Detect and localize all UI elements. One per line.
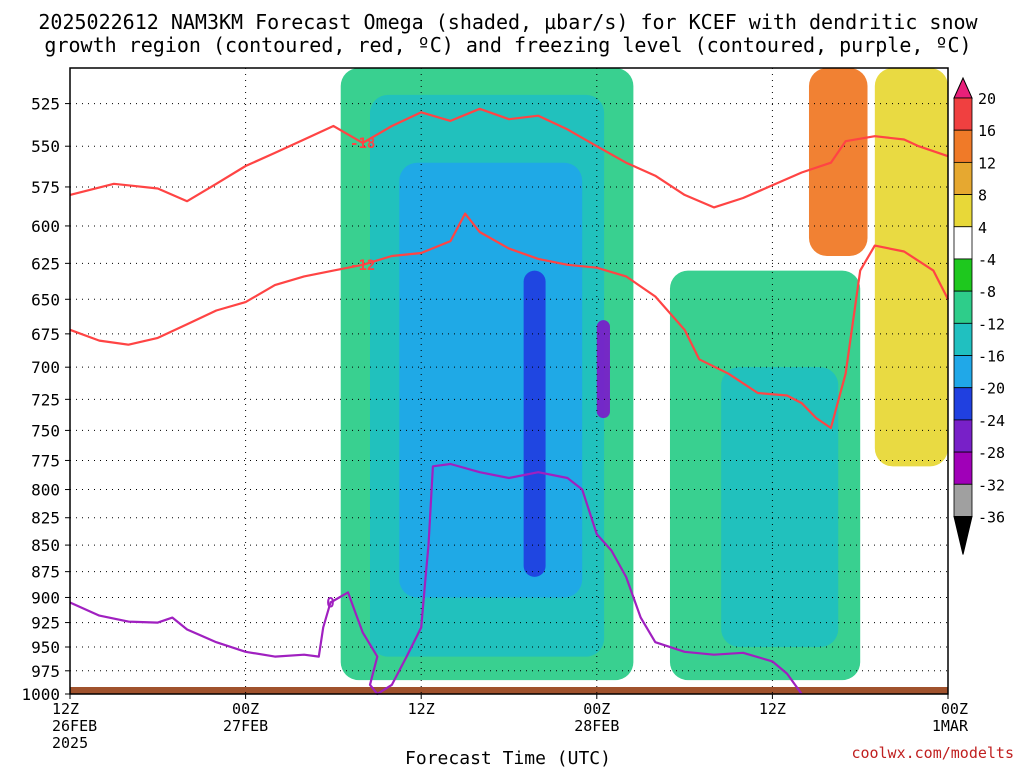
x-tick-label-60-0: 00Z	[941, 700, 968, 718]
colorbar-segment-4	[953, 194, 973, 228]
dgz-contour-label-1: -12	[350, 258, 375, 274]
omega-region-neg12-5	[721, 367, 839, 648]
x-tick-label-0-0: 12Z	[52, 700, 79, 718]
y-tick-label-575: 575	[31, 178, 60, 197]
colorbar-segment-8	[953, 322, 973, 356]
y-tick-label-850: 850	[31, 536, 60, 555]
x-tick-label-24-0: 12Z	[408, 700, 435, 718]
chart-title-line-2: growth region (contoured, red, ºC) and f…	[44, 33, 971, 57]
y-tick-label-975: 975	[31, 662, 60, 681]
plot-area	[70, 68, 948, 694]
omega-region-4-0	[70, 68, 334, 479]
dgz-contour-minus18	[69, 107, 949, 209]
omega-region-neg16-6	[399, 162, 583, 598]
colorbar-label-4: 4	[978, 219, 987, 237]
axes-layer: 525 550 575 600 625 650 675 700 725 750 775 800 825 8…	[21, 67, 969, 752]
colorbar-segment-9	[953, 355, 973, 389]
colorbar-segment-12	[953, 451, 973, 485]
colorbar-label-12: -32	[978, 476, 1005, 494]
y-tick-label-700: 700	[31, 358, 60, 377]
x-tick-label-48-0: 12Z	[759, 700, 786, 718]
dgz-contour-minus12	[69, 212, 949, 430]
y-tick-label-775: 775	[31, 451, 60, 470]
y-tick-label-550: 550	[31, 137, 60, 156]
y-tick-label-725: 725	[31, 390, 60, 409]
freezing-level-contour-label-2: 0	[326, 596, 334, 612]
x-tick-label-0-2: 2025	[52, 734, 88, 752]
omega-region-16-7	[808, 68, 868, 256]
credit-text: coolwx.com/modelts	[851, 744, 1014, 762]
colorbar-label-9: -20	[978, 380, 1005, 398]
x-tick-label-12-1: 27FEB	[223, 717, 268, 735]
chart-title-line-1: 2025022612 NAM3KM Forecast Omega (shaded…	[38, 10, 978, 34]
y-tick-label-650: 650	[31, 290, 60, 309]
y-tick-label-675: 675	[31, 325, 60, 344]
y-tick-label-900: 900	[31, 588, 60, 607]
x-tick-label-60-1: 1MAR	[932, 717, 969, 735]
x-axis-label: Forecast Time (UTC)	[405, 748, 611, 768]
colorbar-segment-13	[953, 483, 973, 517]
x-tick-label-36-1: 28FEB	[574, 717, 619, 735]
colorbar-label-5: -4	[978, 251, 996, 269]
colorbar-label-2: 12	[978, 154, 996, 172]
y-tick-label-1000: 1000	[21, 685, 60, 704]
plot-frame	[69, 67, 949, 695]
omega-region-neg24-9	[596, 320, 610, 419]
y-tick-label-525: 525	[31, 95, 60, 114]
colorbar-label-8: -16	[978, 348, 1005, 366]
colorbar-label-10: -24	[978, 412, 1005, 430]
colorbar-segment-5	[953, 226, 973, 260]
y-tick-label-825: 825	[31, 509, 60, 528]
colorbar-label-1: 16	[978, 122, 996, 140]
y-tick-label-925: 925	[31, 614, 60, 633]
colorbar: 20 16 12 8 4 -4 -8 -12 -16 -20 -24 -28 -32 -36	[953, 76, 1005, 555]
colorbar-label-0: 20	[978, 90, 996, 108]
x-tick-label-0-1: 26FEB	[52, 717, 97, 735]
colorbar-label-7: -12	[978, 315, 1005, 333]
colorbar-segment-11	[953, 419, 973, 453]
colorbar-segment-2	[953, 129, 973, 163]
x-tick-label-12-0: 00Z	[232, 700, 259, 718]
colorbar-bottom-arrow	[953, 515, 973, 555]
omega-region-neg20-8	[523, 270, 546, 577]
freezing-level-contour	[69, 462, 803, 696]
dgz-contour-label-0: -18	[350, 136, 375, 152]
colorbar-top-arrow	[953, 76, 973, 99]
colorbar-label-11: -28	[978, 444, 1005, 462]
colorbar-segment-6	[953, 258, 973, 292]
y-tick-label-950: 950	[31, 638, 60, 657]
colorbar-segment-3	[953, 161, 973, 195]
y-tick-label-600: 600	[31, 217, 60, 236]
omega-region-8-3	[874, 68, 948, 467]
y-tick-label-750: 750	[31, 421, 60, 440]
contour-layer: -18 -12 0	[69, 107, 949, 696]
colorbar-segment-1	[953, 97, 973, 131]
y-tick-label-625: 625	[31, 254, 60, 273]
colorbar-label-13: -36	[978, 508, 1005, 526]
colorbar-segment-7	[953, 290, 973, 324]
x-tick-label-36-0: 00Z	[583, 700, 610, 718]
y-tick-label-875: 875	[31, 563, 60, 582]
y-tick-label-800: 800	[31, 481, 60, 500]
terrain-band	[70, 687, 948, 694]
colorbar-segment-10	[953, 387, 973, 421]
colorbar-label-6: -8	[978, 283, 996, 301]
colorbar-label-3: 8	[978, 187, 987, 205]
